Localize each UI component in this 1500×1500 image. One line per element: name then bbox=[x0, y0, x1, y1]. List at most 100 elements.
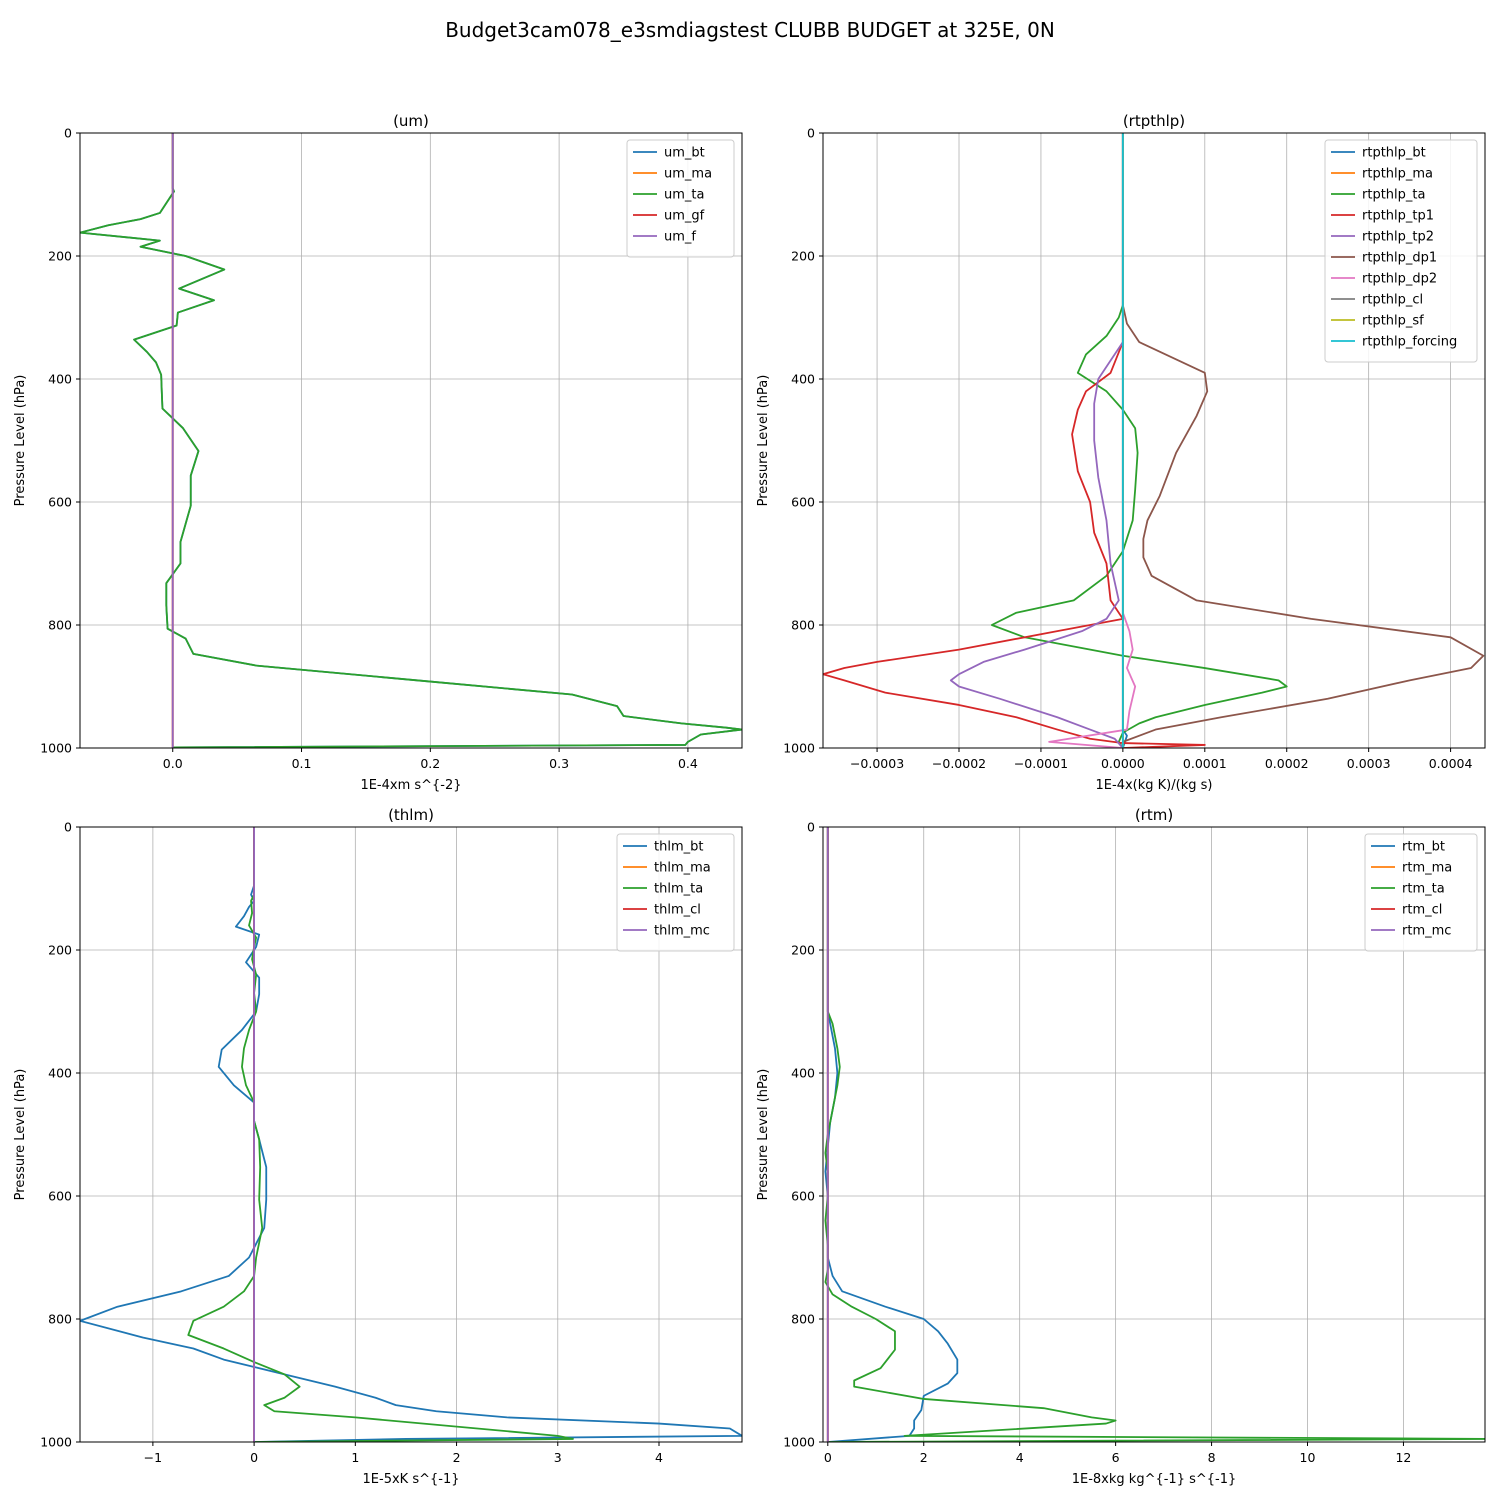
legend: thlm_bt thlm_ma thlm_ta thlm_cl thlm_mc bbox=[616, 833, 735, 952]
x-tick-label: −0.0001 bbox=[1014, 756, 1068, 771]
x-tick-label: 0 bbox=[250, 1450, 258, 1465]
legend-entry: rtpthlp_cl bbox=[1362, 293, 1423, 308]
legend-entry: thlm_cl bbox=[654, 903, 701, 918]
x-tick-label: −0.0002 bbox=[932, 756, 986, 771]
panel-title: (thlm) bbox=[388, 806, 434, 824]
legend-entry: um_ma bbox=[664, 167, 712, 182]
y-tick-label: 200 bbox=[48, 943, 72, 958]
legend-entry: rtm_ta bbox=[1402, 882, 1445, 897]
x-tick-label: 3 bbox=[554, 1450, 562, 1465]
series-line-rtm_ta bbox=[824, 827, 1485, 1442]
x-tick-label: −1 bbox=[144, 1450, 162, 1465]
series-line-rtpthlp_dp2 bbox=[1048, 133, 1137, 748]
plot-frame bbox=[79, 132, 743, 749]
y-tick-label: 0 bbox=[64, 820, 72, 835]
plot-frame bbox=[822, 132, 1486, 749]
figure-title: Budget3cam078_e3smdiagstest CLUBB BUDGET… bbox=[445, 18, 1055, 42]
legend-entry: rtpthlp_tp1 bbox=[1362, 209, 1434, 224]
y-tick-label: 400 bbox=[48, 1066, 72, 1081]
y-tick-label: 1000 bbox=[783, 741, 815, 756]
y-tick-label: 400 bbox=[48, 372, 72, 387]
legend-entry: rtm_mc bbox=[1402, 924, 1451, 939]
y-tick-label: 600 bbox=[791, 495, 815, 510]
legend: um_bt um_ma um_ta um_gf um_f bbox=[626, 139, 735, 258]
y-tick-label: 200 bbox=[791, 943, 815, 958]
legend-entry: rtm_bt bbox=[1402, 840, 1445, 855]
x-tick-label: 0.0000 bbox=[1101, 756, 1145, 771]
x-tick-label: 4 bbox=[655, 1450, 663, 1465]
x-axis-label: 1E-4x(kg K)/(kg s) bbox=[1096, 778, 1213, 793]
series-group bbox=[80, 827, 742, 1442]
series-group bbox=[80, 133, 742, 748]
y-axis-label: Pressure Level (hPa) bbox=[756, 1069, 771, 1201]
y-tick-label: 800 bbox=[791, 618, 815, 633]
series-line-thlm_bt bbox=[80, 827, 742, 1442]
legend-box bbox=[1324, 139, 1478, 363]
y-tick-label: 400 bbox=[791, 372, 815, 387]
y-tick-label: 600 bbox=[48, 495, 72, 510]
x-axis-label: 1E-8xkg kg^{-1} s^{-1} bbox=[1072, 1472, 1237, 1487]
series-line-rtpthlp_ta bbox=[990, 133, 1288, 748]
chart-panel-4: 0 2 4 6 8 10 12 0 200 400 600 800 1000 (rtm) 1E-8xkg k… bbox=[756, 806, 1486, 1487]
x-tick-label: 4 bbox=[1016, 1450, 1024, 1465]
legend-entry: rtpthlp_ta bbox=[1362, 188, 1425, 203]
x-tick-label: 0.0002 bbox=[1265, 756, 1309, 771]
plot-frame bbox=[79, 826, 743, 1443]
y-tick-label: 600 bbox=[791, 1189, 815, 1204]
y-tick-label: 400 bbox=[791, 1066, 815, 1081]
x-tick-label: 1 bbox=[351, 1450, 359, 1465]
x-tick-label: 12 bbox=[1395, 1450, 1411, 1465]
legend-entry: um_f bbox=[664, 230, 696, 245]
series-line-rtpthlp_dp1 bbox=[1121, 133, 1485, 743]
series-group bbox=[823, 133, 1485, 748]
legend-entry: thlm_mc bbox=[654, 924, 710, 939]
legend-entry: rtpthlp_ma bbox=[1362, 167, 1433, 182]
x-tick-label: 8 bbox=[1208, 1450, 1216, 1465]
series-line-rtpthlp_tp2 bbox=[949, 133, 1124, 748]
y-tick-label: 200 bbox=[48, 249, 72, 264]
x-axis-label: 1E-4xm s^{-2} bbox=[360, 778, 461, 793]
y-tick-label: 0 bbox=[807, 820, 815, 835]
chart-panel-1: 0.0 0.1 0.2 0.3 0.4 0 200 400 600 800 1000 (um) 1E-4… bbox=[13, 112, 743, 793]
x-tick-label: 0.3 bbox=[549, 756, 569, 771]
x-tick-label: 0.1 bbox=[292, 756, 312, 771]
x-tick-label: 0 bbox=[824, 1450, 832, 1465]
legend-entry: thlm_bt bbox=[654, 840, 703, 855]
series-line-thlm_ta bbox=[187, 827, 574, 1442]
y-axis-label: Pressure Level (hPa) bbox=[13, 375, 28, 507]
x-tick-label: −0.0003 bbox=[850, 756, 904, 771]
y-tick-label: 800 bbox=[791, 1312, 815, 1327]
legend: rtm_bt rtm_ma rtm_ta rtm_cl rtm_mc bbox=[1364, 833, 1478, 952]
x-axis-label: 1E-5xK s^{-1} bbox=[363, 1472, 460, 1487]
x-tick-label: 10 bbox=[1300, 1450, 1316, 1465]
legend-entry: rtm_cl bbox=[1402, 903, 1442, 918]
x-tick-label: 0.0001 bbox=[1183, 756, 1227, 771]
panel-title: (um) bbox=[393, 112, 429, 130]
y-tick-label: 1000 bbox=[40, 1435, 72, 1450]
y-axis-label: Pressure Level (hPa) bbox=[756, 375, 771, 507]
legend-box bbox=[1364, 833, 1478, 952]
legend-entry: rtpthlp_forcing bbox=[1362, 335, 1457, 350]
legend-box bbox=[626, 139, 735, 258]
legend-entry: rtpthlp_dp1 bbox=[1362, 251, 1437, 266]
legend-entry: um_bt bbox=[664, 146, 705, 161]
y-tick-label: 0 bbox=[64, 126, 72, 141]
x-tick-label: 0.0003 bbox=[1347, 756, 1391, 771]
plot-frame bbox=[822, 826, 1486, 1443]
legend-entry: um_ta bbox=[664, 188, 704, 203]
x-tick-label: 6 bbox=[1112, 1450, 1120, 1465]
y-tick-label: 600 bbox=[48, 1189, 72, 1204]
legend-entry: rtpthlp_dp2 bbox=[1362, 272, 1437, 287]
x-tick-label: 0.0 bbox=[163, 756, 183, 771]
series-line-rtm_bt bbox=[824, 827, 959, 1442]
x-tick-label: 0.2 bbox=[420, 756, 440, 771]
panel-title: (rtm) bbox=[1135, 806, 1173, 824]
x-tick-label: 2 bbox=[920, 1450, 928, 1465]
legend-entry: um_gf bbox=[664, 209, 705, 224]
chart-panel-2: −0.0003 −0.0002 −0.0001 0.0000 0.0001 0.0002 0… bbox=[756, 112, 1486, 793]
legend-entry: rtpthlp_bt bbox=[1362, 146, 1426, 161]
x-tick-label: 0.4 bbox=[678, 756, 698, 771]
y-tick-label: 800 bbox=[48, 1312, 72, 1327]
series-group bbox=[824, 827, 1485, 1442]
